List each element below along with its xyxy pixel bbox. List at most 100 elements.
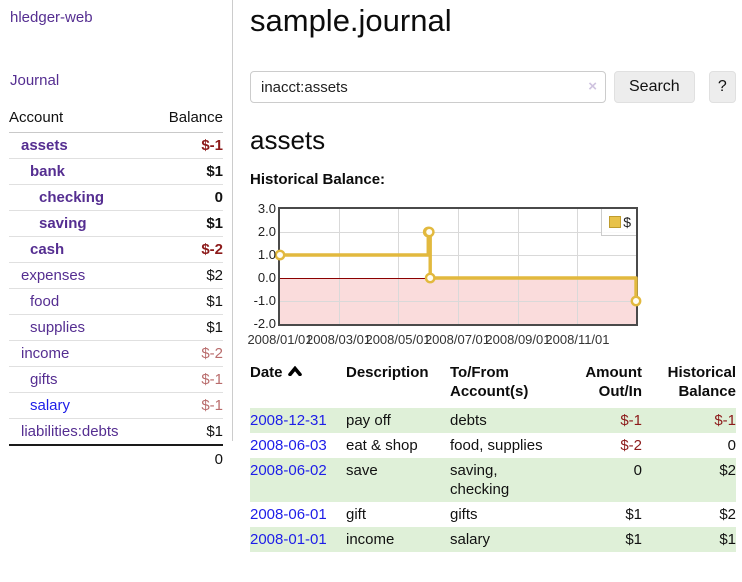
column-header-tofrom-accounts[interactable]: To/From Account(s) xyxy=(450,364,529,400)
transaction-amount: $-2 xyxy=(620,437,642,454)
transaction-amount: $1 xyxy=(625,506,642,523)
x-axis-tick-label: 2008/05/01 xyxy=(365,332,431,347)
x-axis-tick-label: 2008/01/01 xyxy=(247,332,313,347)
transaction-date-link[interactable]: 2008-12-31 xyxy=(250,412,327,429)
transaction-date-link[interactable]: 2008-01-01 xyxy=(250,531,327,548)
grid-line xyxy=(457,209,459,324)
account-row-gifts: gifts $-1 xyxy=(9,366,223,393)
register-table: Date Description To/From Account(s) Amou… xyxy=(250,361,736,552)
account-link-bank[interactable]: bank xyxy=(30,163,66,180)
account-balance: $1 xyxy=(152,158,223,185)
transaction-accounts: salary xyxy=(450,531,491,548)
transaction-amount: $-1 xyxy=(620,412,642,429)
data-point-marker xyxy=(423,226,435,238)
x-axis-tick-label: 2008/09/01 xyxy=(485,332,551,347)
account-row-saving: saving $1 xyxy=(9,210,223,237)
transaction-description: income xyxy=(346,531,395,548)
account-link-saving[interactable]: saving xyxy=(39,215,87,232)
transaction-balance: $2 xyxy=(719,462,736,479)
account-balance: $1 xyxy=(152,314,223,341)
account-row-assets: assets $-1 xyxy=(9,132,223,159)
accounts-header-account: Account xyxy=(9,105,153,133)
account-page-title: assets xyxy=(250,125,326,155)
register-row: 2008-06-01 gift gifts $1 $2 xyxy=(250,502,736,527)
account-link-expenses[interactable]: expenses xyxy=(21,267,86,284)
chart-plot: $ xyxy=(274,207,642,326)
y-axis-tick-label: 1.0 xyxy=(257,247,276,262)
account-balance: $1 xyxy=(152,210,223,237)
register-row: 2008-12-31 pay off debts $-1 $-1 xyxy=(250,408,736,433)
clear-search-icon[interactable]: × xyxy=(588,78,597,95)
account-row-food: food $1 xyxy=(9,288,223,315)
account-row-cash: cash $-2 xyxy=(9,236,223,263)
account-link-income[interactable]: income xyxy=(21,345,70,362)
app-brand-link[interactable]: hledger-web xyxy=(10,9,93,26)
search-form: × Search ? xyxy=(250,71,736,103)
data-point-marker xyxy=(630,295,642,307)
transaction-date-link[interactable]: 2008-06-02 xyxy=(250,462,327,479)
account-row-liabilities-debts: liabilities:debts $1 xyxy=(9,418,223,446)
accounts-table: Account Balance assets $-1 bank $1 check… xyxy=(9,105,223,472)
column-header-historical-balance[interactable]: Historical Balance xyxy=(667,364,736,400)
help-button[interactable]: ? xyxy=(708,71,736,103)
legend-swatch-icon xyxy=(609,216,622,228)
grid-line xyxy=(577,209,579,324)
grid-line xyxy=(338,209,340,324)
y-axis-tick-label: 0.0 xyxy=(257,270,276,285)
account-balance: $-1 xyxy=(152,366,223,393)
grid-line xyxy=(280,232,636,233)
y-axis-tick-label: -2.0 xyxy=(253,316,276,331)
accounts-header-balance: Balance xyxy=(152,105,223,133)
transaction-balance: $2 xyxy=(719,506,736,523)
account-link-salary[interactable]: salary xyxy=(30,397,71,414)
column-header-description[interactable]: Description xyxy=(346,364,429,381)
account-balance: $-2 xyxy=(152,340,223,367)
accounts-table-header: Account Balance xyxy=(9,105,223,133)
page-title: sample.journal xyxy=(250,3,452,38)
legend-label: $ xyxy=(623,214,631,230)
account-balance: $-1 xyxy=(152,392,223,419)
x-axis-tick-label: 2008/03/01 xyxy=(305,332,372,347)
transaction-accounts: gifts xyxy=(450,506,478,523)
account-balance: 0 xyxy=(152,184,223,211)
account-balance: $-2 xyxy=(152,236,223,263)
transaction-amount: $1 xyxy=(625,531,642,548)
account-link-supplies[interactable]: supplies xyxy=(30,319,86,336)
transaction-accounts: debts xyxy=(450,412,487,429)
sidebar-item-journal[interactable]: Journal xyxy=(10,72,60,89)
account-row-supplies: supplies $1 xyxy=(9,314,223,341)
account-balance: $1 xyxy=(152,288,223,315)
grid-line xyxy=(280,301,636,302)
transaction-date-link[interactable]: 2008-06-01 xyxy=(250,506,327,523)
account-balance: $2 xyxy=(152,262,223,289)
chart-legend: $ xyxy=(601,209,636,236)
transaction-accounts: saving, checking xyxy=(450,462,510,498)
account-link-gifts[interactable]: gifts xyxy=(30,371,58,388)
y-axis-tick-label: 2.0 xyxy=(257,224,276,239)
column-header-date[interactable]: Date xyxy=(250,361,346,408)
account-link-liabilities-debts[interactable]: liabilities:debts xyxy=(21,423,119,440)
transaction-description: gift xyxy=(346,506,367,523)
transaction-balance: 0 xyxy=(727,437,736,454)
account-balance: $1 xyxy=(152,418,223,446)
main-content: sample.journal × Search ? assets Histori… xyxy=(247,0,736,582)
accounts-total-row: 0 xyxy=(9,444,223,472)
register-row: 2008-06-02 save saving, checking 0 $2 xyxy=(250,458,736,502)
transaction-accounts: food, supplies xyxy=(450,437,543,454)
account-row-expenses: expenses $2 xyxy=(9,262,223,289)
account-link-assets[interactable]: assets xyxy=(21,137,68,154)
grid-line xyxy=(280,255,636,256)
account-link-checking[interactable]: checking xyxy=(39,189,105,206)
search-input[interactable] xyxy=(250,71,606,103)
transaction-amount: 0 xyxy=(633,462,642,479)
account-link-cash[interactable]: cash xyxy=(30,241,65,258)
account-link-food[interactable]: food xyxy=(30,293,60,310)
sort-asc-icon xyxy=(287,366,302,376)
transaction-date-link[interactable]: 2008-06-03 xyxy=(250,437,327,454)
transaction-balance: $1 xyxy=(719,531,736,548)
column-header-amount-outin[interactable]: Amount Out/In xyxy=(585,364,642,400)
balance-step-line xyxy=(274,226,642,307)
sidebar: hledger-web Journal Account Balance asse… xyxy=(0,0,233,472)
search-button[interactable]: Search xyxy=(614,71,695,103)
historical-balance-chart: $ 2008/01/01 2008/03/01 2008/05/01 2008/07/… xyxy=(247,202,736,350)
